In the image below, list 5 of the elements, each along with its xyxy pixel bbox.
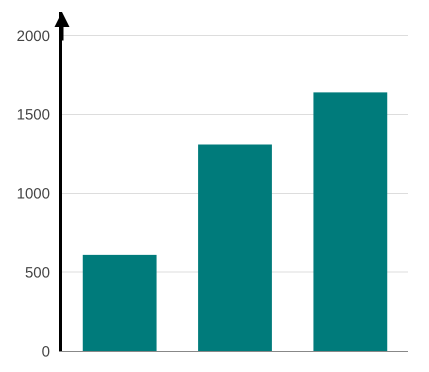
y-tick-label: 1000 <box>16 186 50 203</box>
y-tick-label: 0 <box>42 343 50 360</box>
y-tick-label: 500 <box>24 264 50 282</box>
y-tick-label: 1500 <box>16 106 50 124</box>
y-tick-label: 2000 <box>16 28 50 45</box>
